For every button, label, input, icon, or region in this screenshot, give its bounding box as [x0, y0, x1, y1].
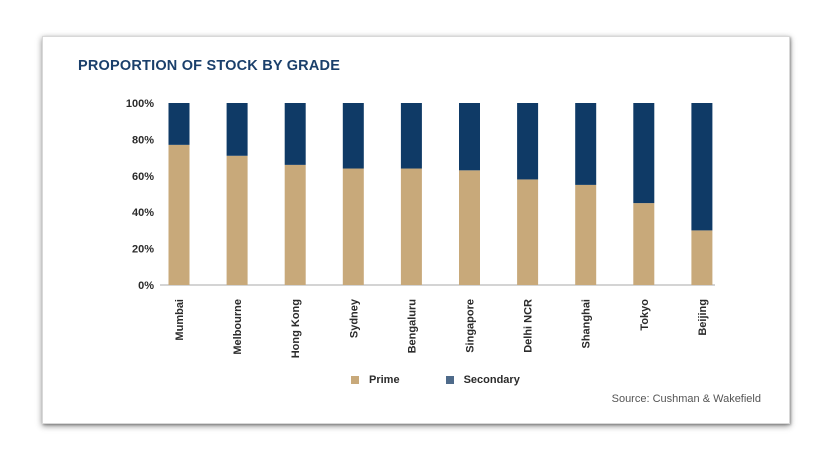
bar-segment-secondary — [517, 103, 539, 180]
x-tick-label: Bengaluru — [406, 299, 418, 353]
bar-segment-prime — [342, 168, 364, 285]
x-tick-label: Singapore — [465, 299, 477, 353]
bars — [168, 103, 713, 285]
stacked-bar-chart: 0% 20% 40% 60% 80% 100% Mumbai Melbourne Hong K… — [126, 98, 715, 358]
x-tick-label: Melbourne — [232, 299, 244, 355]
source-note: Source: Cushman & Wakefield — [611, 393, 761, 405]
bar-segment-secondary — [284, 103, 306, 165]
bar-segment-secondary — [168, 103, 190, 145]
legend-label-secondary: Secondary — [463, 374, 520, 386]
bar-segment-secondary — [400, 103, 422, 169]
x-tick-label: Shanghai — [581, 299, 593, 349]
y-tick-label: 60% — [132, 171, 154, 183]
y-tick-label: 40% — [132, 207, 154, 219]
bar-segment-prime — [575, 184, 597, 285]
bar-segment-secondary — [691, 103, 713, 231]
legend-swatch-secondary — [445, 376, 454, 384]
chart-card: PROPORTION OF STOCK BY GRADE 0% 20% 40% 60%… — [42, 36, 790, 424]
bar-segment-prime — [459, 170, 480, 285]
x-tick-label: Hong Kong — [290, 299, 302, 358]
bar-segment-prime — [168, 144, 190, 285]
bar-segment-prime — [633, 203, 655, 285]
bar-segment-secondary — [459, 103, 480, 171]
bar-segment-secondary — [575, 103, 597, 185]
x-axis-labels: Mumbai Melbourne Hong Kong Sydney Bengaluru S… — [174, 298, 709, 358]
bar-segment-secondary — [226, 103, 248, 156]
y-tick-label: 100% — [126, 98, 154, 110]
legend: Prime Secondary — [351, 374, 566, 386]
bar-segment-prime — [517, 179, 539, 285]
legend-item-prime: Prime — [351, 374, 400, 386]
y-tick-label: 80% — [132, 134, 154, 146]
bar-segment-prime — [691, 230, 713, 285]
y-tick-label: 20% — [132, 244, 154, 256]
bar-segment-prime — [400, 168, 422, 285]
bar-segment-prime — [226, 155, 248, 285]
x-tick-label: Beijing — [697, 299, 709, 336]
x-tick-label: Delhi NCR — [523, 299, 535, 353]
y-axis: 0% 20% 40% 60% 80% 100% — [126, 98, 154, 292]
x-tick-label: Sydney — [348, 298, 360, 338]
bar-segment-secondary — [633, 103, 655, 204]
legend-label-prime: Prime — [369, 374, 400, 386]
chart-title: PROPORTION OF STOCK BY GRADE — [78, 58, 341, 74]
y-tick-label: 0% — [138, 280, 154, 292]
bar-segment-secondary — [342, 103, 364, 169]
legend-item-secondary: Secondary — [445, 374, 520, 386]
bar-segment-prime — [284, 164, 306, 285]
x-tick-label: Mumbai — [174, 299, 186, 341]
x-tick-label: Tokyo — [639, 299, 651, 331]
legend-swatch-prime — [351, 376, 359, 384]
